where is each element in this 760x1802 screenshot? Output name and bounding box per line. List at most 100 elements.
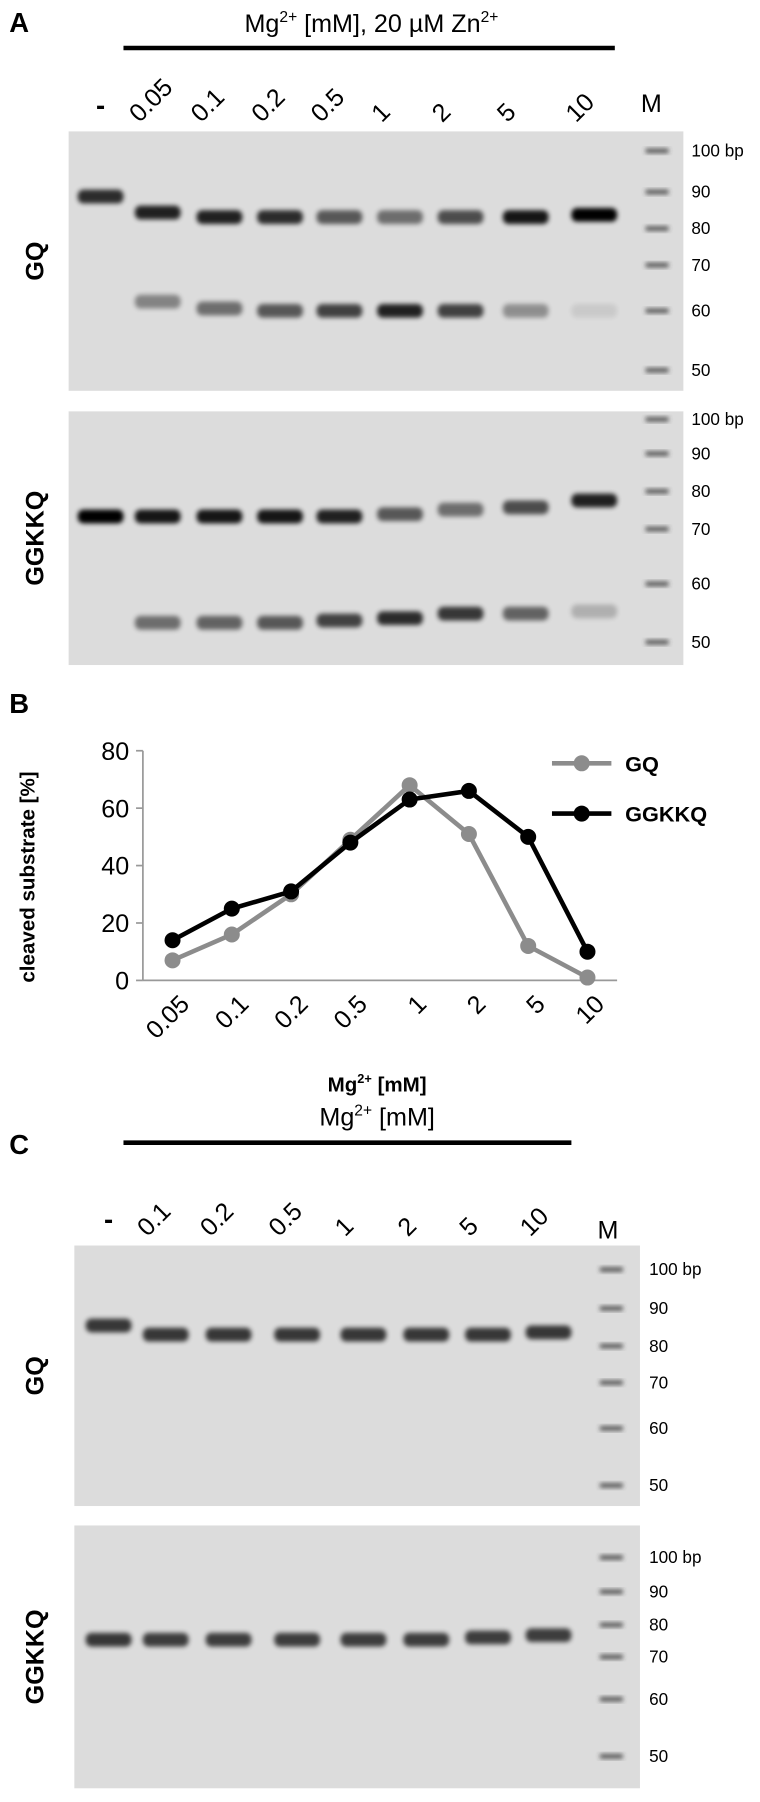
data-point: [164, 952, 181, 969]
band: [502, 210, 549, 224]
band: [403, 1632, 450, 1647]
x-tick-label: 0.1: [210, 990, 255, 1035]
marker-band: [599, 1380, 623, 1385]
band: [571, 303, 618, 318]
x-tick-label: 1: [402, 990, 432, 1020]
superscript: 2+: [481, 9, 499, 26]
gel-label: GQ: [21, 1356, 49, 1395]
marker-label: 100 bp: [649, 1547, 701, 1567]
band: [134, 615, 181, 630]
marker-band: [645, 367, 669, 373]
band: [377, 611, 423, 626]
marker-band: [599, 1343, 623, 1349]
data-point: [579, 969, 596, 986]
marker-band: [599, 1589, 623, 1595]
data-point: [223, 926, 240, 943]
marker-label: 80: [691, 218, 710, 238]
marker-label: 90: [691, 443, 710, 463]
y-tick-label: 60: [101, 795, 129, 823]
marker-label: 100 bp: [691, 141, 743, 161]
title-text: [mM]: [372, 1104, 435, 1132]
marker-label: 50: [649, 1746, 668, 1766]
marker-label: 90: [649, 1581, 668, 1601]
y-tick-label: 40: [101, 853, 129, 881]
band: [196, 615, 243, 630]
band: [437, 606, 484, 621]
title-text: [mM], 20 µM Zn: [297, 10, 480, 38]
panel-label: C: [9, 1129, 29, 1160]
data-point: [283, 883, 300, 900]
band: [274, 1632, 321, 1647]
marker-band: [645, 189, 669, 195]
lane-label: 1: [366, 98, 396, 128]
marker-band: [645, 417, 669, 422]
marker-band: [645, 262, 669, 268]
lane-label: 5: [454, 1212, 484, 1242]
lane-label: 0.5: [306, 83, 351, 128]
band: [85, 1632, 132, 1647]
gel-label: GQ: [21, 242, 49, 281]
band: [196, 210, 243, 224]
band: [502, 303, 549, 318]
marker-label: 50: [691, 360, 710, 380]
marker-label: 90: [691, 182, 710, 202]
band: [340, 1327, 387, 1342]
band: [377, 303, 423, 318]
gel: [74, 1245, 640, 1507]
band: [205, 1632, 252, 1647]
x-tick-label: 0.2: [269, 990, 314, 1035]
marker-band: [599, 1622, 623, 1628]
band: [403, 1327, 450, 1342]
band: [134, 509, 181, 524]
marker-band: [645, 308, 669, 314]
marker-band: [599, 1267, 623, 1272]
marker-label: 60: [691, 301, 710, 321]
marker-band: [645, 226, 669, 231]
data-point: [164, 932, 181, 949]
lane-label: 0.5: [263, 1197, 308, 1242]
y-axis-label: cleaved substrate [%]: [16, 771, 39, 982]
marker-label: 70: [649, 1647, 668, 1667]
title-text: [mM]: [372, 1073, 427, 1096]
marker-label: 70: [691, 255, 710, 275]
band: [571, 493, 618, 508]
data-point: [401, 791, 418, 808]
title-text: Mg: [328, 1073, 358, 1096]
band: [437, 210, 484, 224]
lane-label: 1: [330, 1212, 360, 1242]
lane-label: M: [641, 90, 662, 118]
title-text: Mg: [245, 10, 280, 38]
band: [77, 189, 124, 204]
band: [142, 1327, 189, 1342]
marker-band: [599, 1654, 623, 1660]
band: [134, 205, 181, 220]
x-tick-label: 10: [570, 990, 610, 1030]
marker-band: [599, 1483, 623, 1488]
marker-label: 70: [649, 1372, 668, 1392]
band: [142, 1632, 189, 1647]
lane-label: M: [597, 1217, 618, 1245]
legend-label: GQ: [625, 751, 659, 776]
lane-label: 0.1: [186, 83, 231, 128]
marker-label: 50: [691, 632, 710, 652]
marker-band: [645, 489, 669, 494]
marker-label: 60: [649, 1418, 668, 1438]
band: [377, 210, 423, 224]
marker-label: 80: [691, 481, 710, 501]
x-tick-label: 0.5: [328, 990, 373, 1035]
lane-label: 0.2: [195, 1197, 240, 1242]
marker-band: [599, 1306, 623, 1311]
series-line: [171, 788, 590, 953]
marker-label: 60: [691, 574, 710, 594]
lane-label: 10: [560, 88, 600, 128]
band: [316, 509, 363, 524]
marker-label: 70: [691, 519, 710, 539]
x-tick-label: 5: [521, 990, 551, 1020]
series-line: [171, 782, 589, 980]
lane-label: 2: [427, 98, 457, 128]
band: [85, 1318, 132, 1333]
lane-label: -: [104, 1203, 113, 1234]
title: Mg2+ [mM]: [319, 1102, 434, 1131]
lane-label: 10: [515, 1202, 555, 1242]
